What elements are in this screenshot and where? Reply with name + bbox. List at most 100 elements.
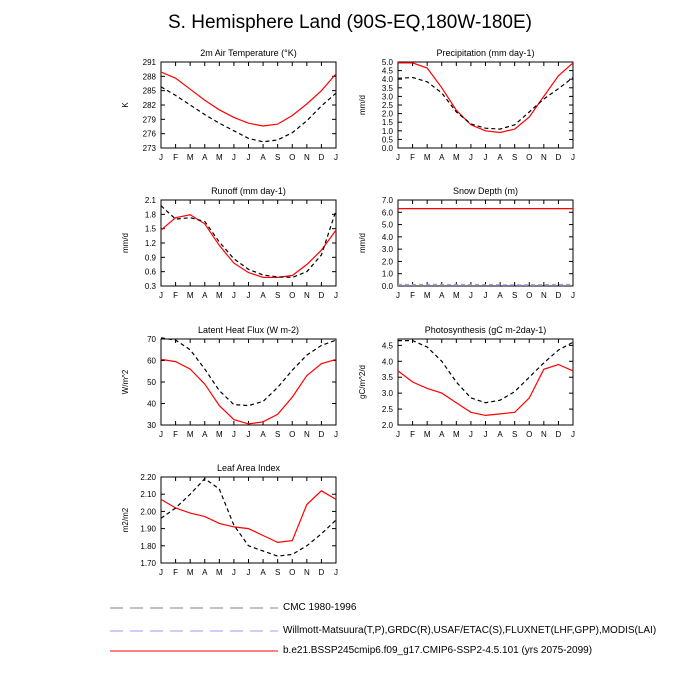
x-tick-label: A	[202, 153, 208, 162]
x-tick-label: A	[439, 430, 445, 439]
y-tick-label: 1.80	[140, 542, 156, 551]
y-tick-label: 70	[147, 335, 156, 344]
x-tick-label: S	[275, 430, 280, 439]
x-tick-label: M	[453, 153, 460, 162]
series-line-model	[397, 363, 574, 417]
x-tick-label: J	[334, 430, 338, 439]
x-tick-label: J	[247, 153, 251, 162]
y-tick-label: 7.0	[382, 196, 394, 205]
y-tick-label: 1.0	[382, 127, 394, 136]
y-axis-label: mm/d	[358, 233, 367, 253]
x-tick-label: M	[453, 430, 460, 439]
x-tick-label: M	[424, 153, 431, 162]
x-tick-label: J	[571, 430, 575, 439]
y-axis-label: m2/m2	[121, 507, 130, 532]
x-tick-label: O	[289, 568, 295, 577]
y-tick-label: 2.0	[382, 421, 394, 430]
x-tick-label: J	[334, 153, 338, 162]
y-tick-label: 0.0	[382, 282, 394, 291]
plot-frame	[397, 199, 574, 287]
legend-item-model: b.e21.BSSP245cmip6.f09_g17.CMIP6-SSP2-4.…	[110, 644, 592, 658]
x-tick-label: M	[424, 291, 431, 300]
chart-title: Runoff (mm day-1)	[211, 186, 286, 196]
x-tick-label: J	[232, 153, 236, 162]
y-tick-label: 276	[143, 130, 157, 139]
y-tick-label: 4.0	[382, 233, 394, 242]
y-tick-label: 1.0	[382, 270, 394, 279]
x-tick-label: O	[526, 153, 532, 162]
y-tick-label: 3.5	[382, 84, 394, 93]
x-tick-label: J	[571, 291, 575, 300]
y-axis-label: gC/m^2/d	[358, 365, 367, 399]
x-tick-label: J	[159, 291, 163, 300]
x-tick-label: F	[410, 430, 415, 439]
x-tick-label: A	[439, 291, 445, 300]
y-tick-label: 1.5	[382, 118, 394, 127]
y-tick-label: 3.0	[382, 245, 394, 254]
x-tick-label: N	[541, 291, 547, 300]
x-tick-label: A	[202, 291, 208, 300]
y-tick-label: 2.20	[140, 473, 156, 482]
y-tick-label: 2.5	[382, 405, 394, 414]
y-axis-label: K	[121, 102, 130, 108]
series-line-obs	[160, 477, 337, 557]
y-tick-label: 2.10	[140, 490, 156, 499]
x-tick-label: N	[304, 568, 310, 577]
y-tick-label: 60	[147, 357, 156, 366]
y-tick-label: 2.1	[145, 196, 157, 205]
series-line-model	[160, 358, 337, 425]
x-tick-label: J	[484, 153, 488, 162]
y-tick-label: 0.3	[145, 282, 157, 291]
x-tick-label: J	[571, 153, 575, 162]
series-line-obs	[397, 76, 574, 130]
legend-item-cmc: CMC 1980-1996	[110, 601, 356, 615]
y-tick-label: 2.5	[382, 101, 394, 110]
x-tick-label: J	[232, 430, 236, 439]
plot-frame	[160, 338, 337, 426]
x-tick-label: A	[260, 153, 266, 162]
y-tick-label: 1.8	[145, 210, 157, 219]
x-tick-label: A	[202, 430, 208, 439]
x-tick-label: A	[439, 153, 445, 162]
y-tick-label: 279	[143, 115, 157, 124]
y-tick-label: 282	[143, 101, 157, 110]
y-tick-label: 3.5	[382, 373, 394, 382]
y-tick-label: 40	[147, 400, 156, 409]
x-tick-label: A	[497, 153, 503, 162]
series-line-model	[160, 71, 337, 127]
x-tick-label: D	[556, 430, 562, 439]
x-tick-label: J	[159, 153, 163, 162]
y-tick-label: 2.0	[382, 110, 394, 119]
x-tick-label: N	[304, 291, 310, 300]
x-tick-label: S	[275, 568, 280, 577]
y-tick-label: 0.6	[145, 268, 157, 277]
chart-panel-1: 2m Air Temperature (°K) 273 276 279 282 285 28…	[121, 48, 338, 162]
x-tick-label: M	[187, 153, 194, 162]
y-tick-label: 291	[143, 58, 157, 67]
chart-title: Snow Depth (m)	[453, 186, 518, 196]
series-line-model	[160, 214, 337, 278]
plot-frame	[160, 61, 337, 149]
series-line-obs	[398, 340, 574, 404]
x-tick-label: N	[541, 153, 547, 162]
x-tick-label: S	[512, 153, 517, 162]
x-tick-label: F	[173, 291, 178, 300]
legend-label-cmc: CMC 1980-1996	[283, 602, 357, 613]
x-tick-label: M	[216, 430, 223, 439]
x-tick-label: J	[159, 430, 163, 439]
x-tick-label: F	[410, 291, 415, 300]
y-tick-label: 30	[147, 421, 156, 430]
x-tick-label: F	[173, 568, 178, 577]
y-tick-label: 1.70	[140, 559, 156, 568]
x-tick-label: F	[410, 153, 415, 162]
x-tick-label: D	[319, 291, 325, 300]
plot-frame	[397, 338, 574, 426]
legend-label-obs: Willmott-Matsuura(T,P),GRDC(R),USAF/ETAC…	[283, 625, 657, 636]
x-tick-label: J	[396, 291, 400, 300]
x-tick-label: N	[541, 430, 547, 439]
y-axis-label: W/m^2	[121, 369, 130, 394]
x-tick-label: M	[187, 430, 194, 439]
x-tick-label: M	[216, 568, 223, 577]
x-tick-label: J	[334, 568, 338, 577]
